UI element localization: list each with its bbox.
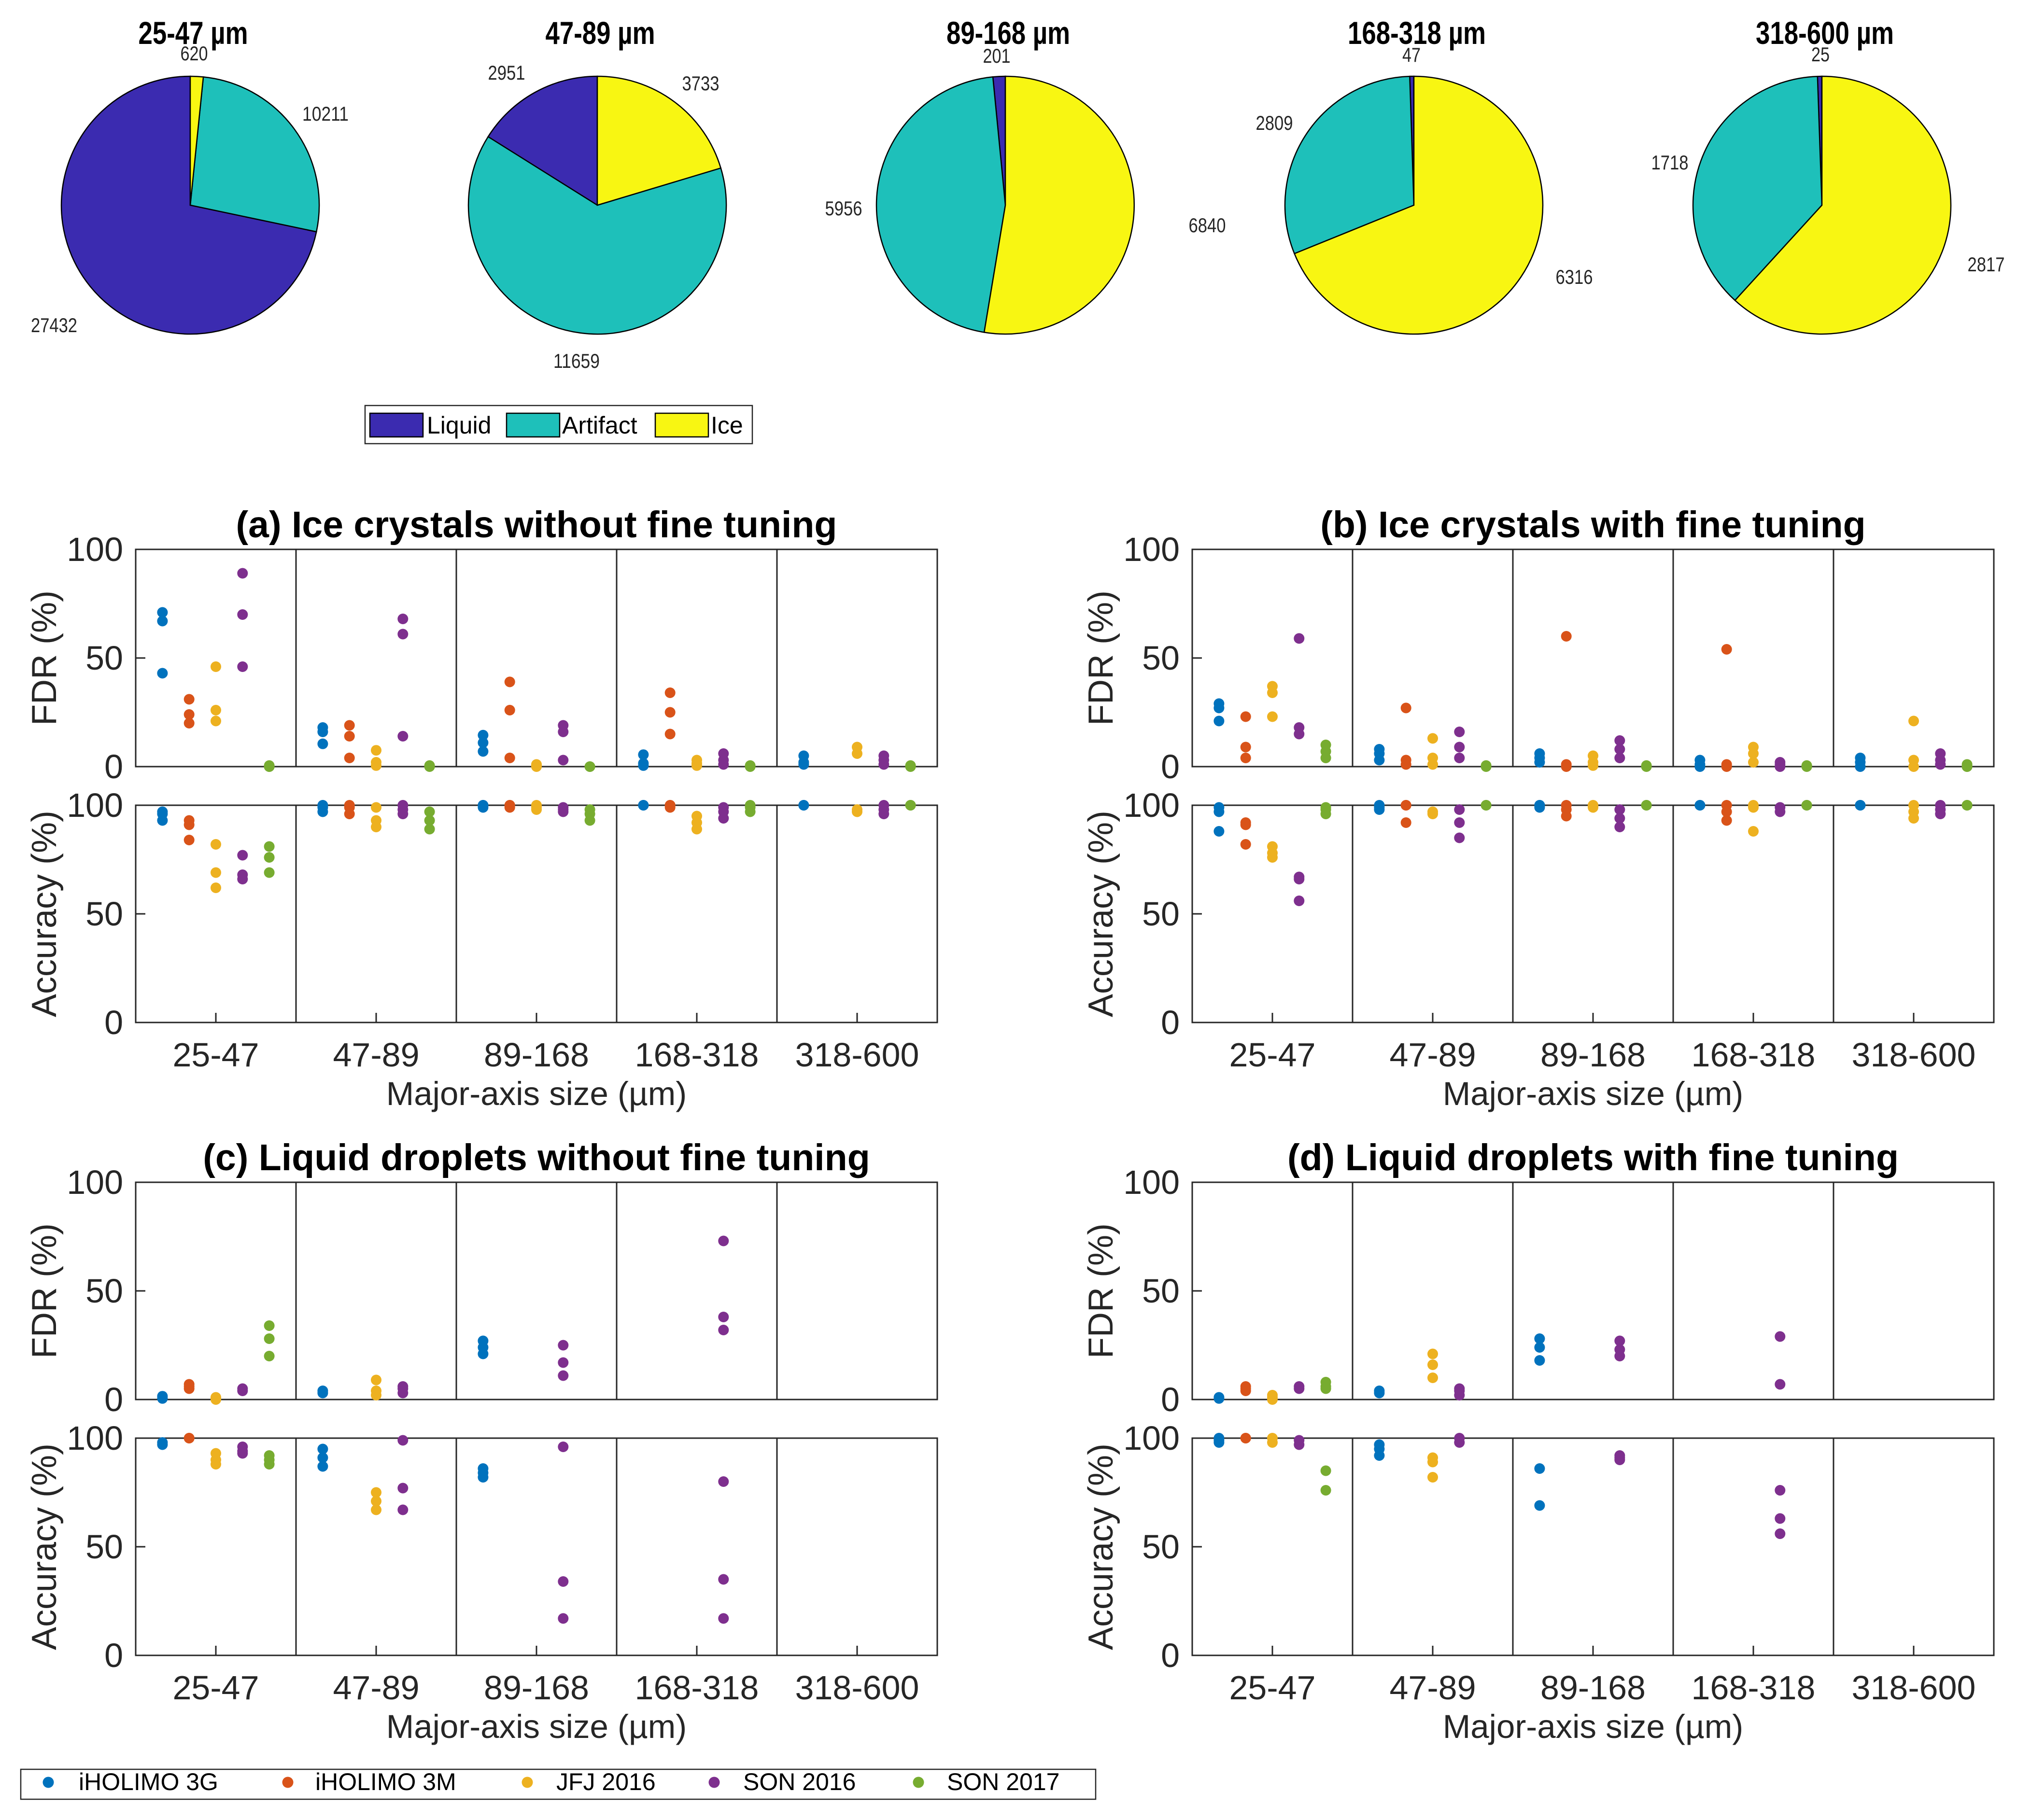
svg-text:25-47: 25-47 (172, 1669, 259, 1707)
svg-text:47: 47 (1402, 43, 1421, 66)
svg-text:168-318: 168-318 (635, 1036, 759, 1074)
svg-text:Ice: Ice (711, 412, 743, 439)
svg-text:100: 100 (67, 1419, 123, 1457)
svg-text:100: 100 (1123, 786, 1180, 824)
svg-text:100: 100 (1123, 1419, 1180, 1457)
svg-text:50: 50 (1142, 1272, 1180, 1310)
svg-text:100: 100 (1123, 531, 1180, 568)
svg-text:Accuracy (%): Accuracy (%) (25, 1443, 64, 1650)
svg-text:89-168: 89-168 (484, 1669, 589, 1707)
svg-text:0: 0 (104, 748, 123, 785)
svg-text:47-89: 47-89 (1389, 1669, 1476, 1707)
svg-text:Accuracy (%): Accuracy (%) (1082, 811, 1120, 1017)
svg-text:50: 50 (85, 895, 123, 933)
svg-text:0: 0 (1161, 1381, 1180, 1418)
svg-text:FDR (%): FDR (%) (25, 1223, 64, 1358)
svg-text:1718: 1718 (1651, 151, 1689, 174)
svg-text:2817: 2817 (1968, 253, 2005, 276)
svg-text:3733: 3733 (682, 72, 719, 95)
svg-text:168-318: 168-318 (635, 1669, 759, 1707)
svg-text:50: 50 (1142, 639, 1180, 677)
svg-text:Major-axis size (µm): Major-axis size (µm) (386, 1075, 687, 1112)
svg-text:Liquid: Liquid (427, 412, 491, 439)
svg-text:0: 0 (104, 1381, 123, 1418)
svg-text:10211: 10211 (302, 102, 349, 125)
svg-text:JFJ 2016: JFJ 2016 (556, 1768, 656, 1795)
svg-text:100: 100 (1123, 1163, 1180, 1201)
svg-text:318-600: 318-600 (795, 1669, 919, 1707)
svg-text:(c) Liquid droplets without fi: (c) Liquid droplets without fine tuning (203, 1137, 870, 1178)
svg-text:0: 0 (104, 1004, 123, 1041)
svg-text:iHOLIMO 3M: iHOLIMO 3M (315, 1768, 456, 1795)
svg-text:47-89: 47-89 (333, 1036, 419, 1074)
svg-text:Major-axis size (µm): Major-axis size (µm) (1443, 1708, 1743, 1745)
svg-text:0: 0 (1161, 1004, 1180, 1041)
svg-text:100: 100 (67, 786, 123, 824)
svg-text:318-600: 318-600 (795, 1036, 919, 1074)
svg-text:Major-axis size (µm): Major-axis size (µm) (386, 1708, 687, 1745)
svg-text:168-318: 168-318 (1692, 1036, 1816, 1074)
svg-text:25-47 µm: 25-47 µm (139, 15, 248, 51)
svg-text:47-89: 47-89 (333, 1669, 419, 1707)
svg-text:50: 50 (85, 1272, 123, 1310)
svg-text:(a) Ice crystals without fine: (a) Ice crystals without fine tuning (236, 504, 837, 546)
svg-text:318-600 µm: 318-600 µm (1756, 15, 1894, 51)
svg-text:0: 0 (1161, 748, 1180, 785)
svg-text:201: 201 (983, 44, 1011, 67)
svg-text:318-600: 318-600 (1852, 1669, 1976, 1707)
svg-text:0: 0 (1161, 1637, 1180, 1674)
svg-text:FDR (%): FDR (%) (25, 590, 64, 726)
svg-text:(d) Liquid droplets with fine: (d) Liquid droplets with fine tuning (1287, 1137, 1899, 1178)
svg-text:25-47: 25-47 (172, 1036, 259, 1074)
svg-text:25-47: 25-47 (1229, 1036, 1315, 1074)
svg-text:50: 50 (85, 1528, 123, 1566)
svg-text:47-89: 47-89 (1389, 1036, 1476, 1074)
svg-text:SON 2017: SON 2017 (947, 1768, 1059, 1795)
svg-text:27432: 27432 (31, 314, 77, 336)
svg-text:89-168: 89-168 (1540, 1669, 1646, 1707)
svg-text:100: 100 (67, 1163, 123, 1201)
svg-text:FDR (%): FDR (%) (1082, 590, 1120, 726)
svg-text:2809: 2809 (1256, 112, 1293, 134)
svg-text:iHOLIMO 3G: iHOLIMO 3G (79, 1768, 218, 1795)
svg-text:Accuracy (%): Accuracy (%) (1082, 1443, 1120, 1650)
svg-text:89-168: 89-168 (484, 1036, 589, 1074)
svg-text:168-318: 168-318 (1692, 1669, 1816, 1707)
svg-text:100: 100 (67, 531, 123, 568)
svg-text:0: 0 (104, 1637, 123, 1674)
svg-text:6316: 6316 (1556, 266, 1593, 288)
svg-text:SON 2016: SON 2016 (743, 1768, 856, 1795)
svg-text:89-168 µm: 89-168 µm (946, 15, 1070, 51)
svg-text:Accuracy (%): Accuracy (%) (25, 811, 64, 1017)
svg-text:47-89 µm: 47-89 µm (546, 15, 655, 51)
svg-text:620: 620 (181, 42, 208, 65)
svg-text:11659: 11659 (553, 350, 600, 372)
svg-text:25: 25 (1811, 43, 1830, 66)
svg-text:FDR (%): FDR (%) (1082, 1223, 1120, 1358)
svg-text:318-600: 318-600 (1852, 1036, 1976, 1074)
svg-text:Artifact: Artifact (562, 412, 637, 439)
svg-text:25-47: 25-47 (1229, 1669, 1315, 1707)
svg-text:168-318 µm: 168-318 µm (1348, 15, 1486, 51)
svg-text:89-168: 89-168 (1540, 1036, 1646, 1074)
svg-text:50: 50 (1142, 1528, 1180, 1566)
svg-text:(b) Ice crystals with fine tun: (b) Ice crystals with fine tuning (1320, 504, 1865, 546)
svg-text:5956: 5956 (825, 197, 862, 220)
svg-text:6840: 6840 (1189, 214, 1226, 237)
svg-text:50: 50 (1142, 895, 1180, 933)
svg-text:50: 50 (85, 639, 123, 677)
svg-text:2951: 2951 (488, 61, 525, 84)
svg-text:Major-axis size (µm): Major-axis size (µm) (1443, 1075, 1743, 1112)
